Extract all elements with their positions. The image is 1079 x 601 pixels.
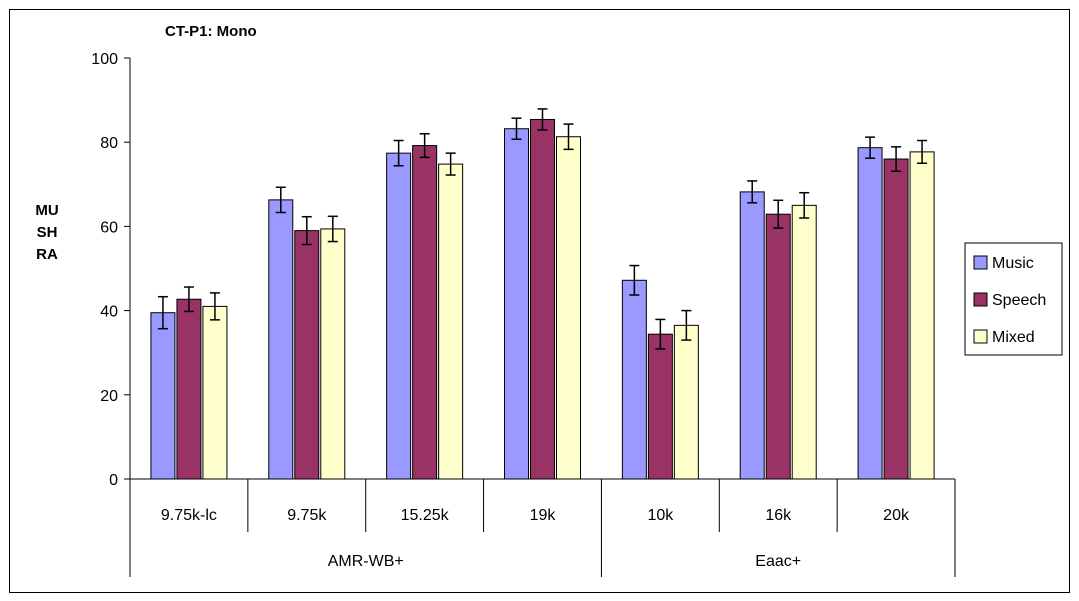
y-axis-label-line: RA [36,246,58,263]
legend: Music Speech Mixed [964,242,1063,356]
y-tick-label: 80 [100,135,118,152]
bars-layer [150,108,935,480]
x-group-label: AMR-WB+ [328,553,404,570]
bar [556,136,581,480]
x-group-label: Eaac+ [755,553,801,570]
y-tick-label: 20 [100,388,118,405]
y-axis: 0 20 40 60 80 100 [91,51,131,489]
chart-frame [9,9,1070,593]
y-tick-label: 100 [91,51,118,68]
bar [883,158,909,480]
y-tick-label: 0 [109,472,118,489]
bar [438,163,464,480]
x-tick-label: 19k [530,507,557,524]
bar [647,333,673,480]
x-tick-label: 15.25k [401,507,450,524]
x-tick-label: 9.75k-lc [161,507,217,524]
chart-title: CT-P1: Mono [165,23,257,40]
bar [150,312,176,480]
y-tick-label: 60 [100,219,118,236]
bar [765,213,791,480]
bar [294,230,320,480]
bar [621,279,647,480]
bar [857,147,883,480]
bar [504,128,529,480]
x-axis: 9.75k-lc 9.75k 15.25k 19k 10k 16k 20k AMR-WB+ Ea… [129,478,956,577]
bar [176,298,202,480]
x-tick-label: 20k [883,507,910,524]
legend-swatch [973,292,988,307]
x-tick-label: 10k [647,507,674,524]
x-tick-label: 16k [765,507,792,524]
bar [268,199,294,480]
legend-label: Speech [992,292,1046,309]
legend-swatch [973,255,988,270]
bar [673,324,699,480]
legend-label: Mixed [992,329,1035,346]
y-axis-label: MU SH RA [35,202,58,263]
bar [739,191,765,480]
bar [202,305,228,480]
y-tick-label: 40 [100,304,118,321]
bar [530,118,555,480]
bar [412,145,438,480]
bar [909,151,935,480]
y-axis-label-line: SH [37,224,58,241]
x-tick-label: 9.75k [287,507,327,524]
bar [320,228,346,480]
bar [386,152,412,480]
legend-swatch [973,329,988,344]
legend-label: Music [992,255,1034,272]
bar [791,204,817,480]
y-axis-label-line: MU [35,202,58,219]
